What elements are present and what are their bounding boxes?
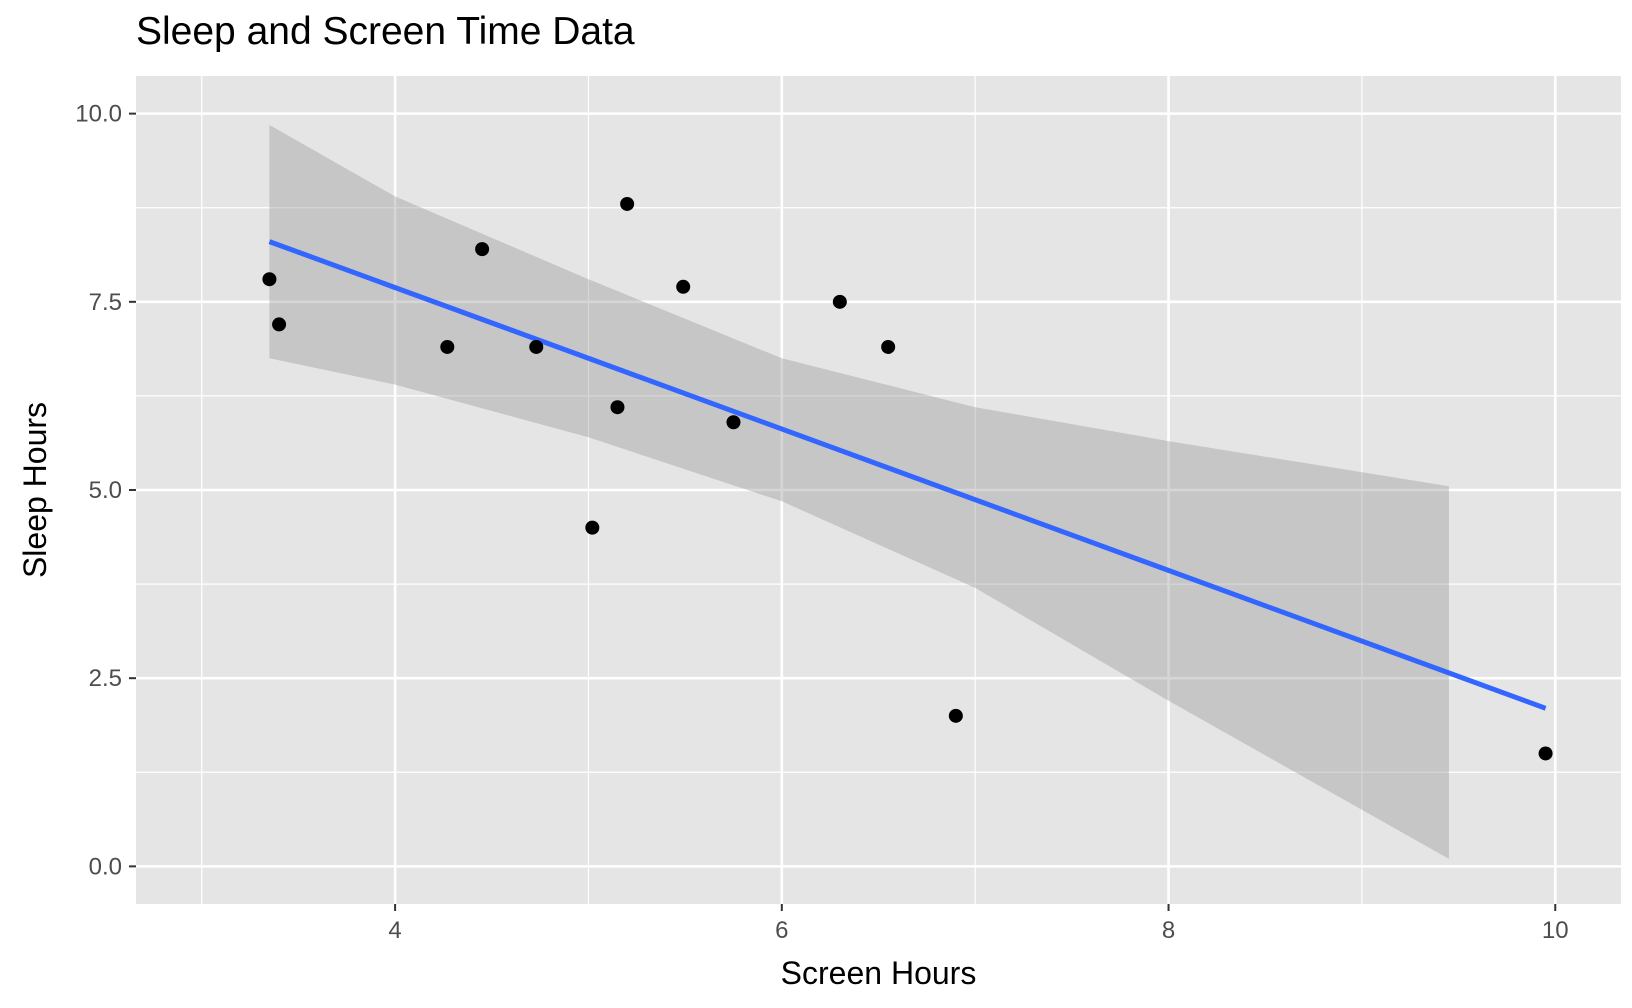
chart-title: Sleep and Screen Time Data <box>136 10 635 53</box>
x-tick-label: 10 <box>1542 917 1569 944</box>
data-point <box>726 415 741 430</box>
axes-layer: 4 6 8 10 0.0 2.5 5.0 7.5 10.0 <box>75 101 1568 944</box>
y-axis-title: Sleep Hours <box>17 402 53 578</box>
x-tick-label: 4 <box>388 917 401 944</box>
data-point <box>529 339 544 354</box>
data-point <box>881 339 896 354</box>
confidence-band-layer <box>269 124 1449 859</box>
y-tick-label: 10.0 <box>75 101 122 128</box>
data-point <box>948 708 963 723</box>
x-tick-label: 6 <box>775 917 788 944</box>
y-tick-label: 2.5 <box>89 665 122 692</box>
data-point <box>475 242 490 257</box>
data-point <box>272 317 287 332</box>
data-point <box>1538 746 1553 761</box>
data-point <box>610 400 625 415</box>
data-point <box>620 196 635 211</box>
data-point <box>262 272 277 287</box>
data-points-layer <box>262 196 1553 761</box>
y-tick-label: 0.0 <box>89 853 122 880</box>
major-gridlines <box>136 76 1621 904</box>
data-point <box>676 279 691 294</box>
data-point <box>440 339 455 354</box>
y-tick-label: 5.0 <box>89 477 122 504</box>
x-tick-label: 8 <box>1162 917 1175 944</box>
x-axis-title: Screen Hours <box>781 955 977 991</box>
regression-line <box>268 239 1547 711</box>
data-point <box>585 520 600 535</box>
data-point <box>832 294 847 309</box>
y-tick-label: 7.5 <box>89 289 122 316</box>
confidence-band <box>269 124 1449 859</box>
fit-line-layer <box>268 239 1547 711</box>
minor-gridlines <box>136 76 1621 904</box>
